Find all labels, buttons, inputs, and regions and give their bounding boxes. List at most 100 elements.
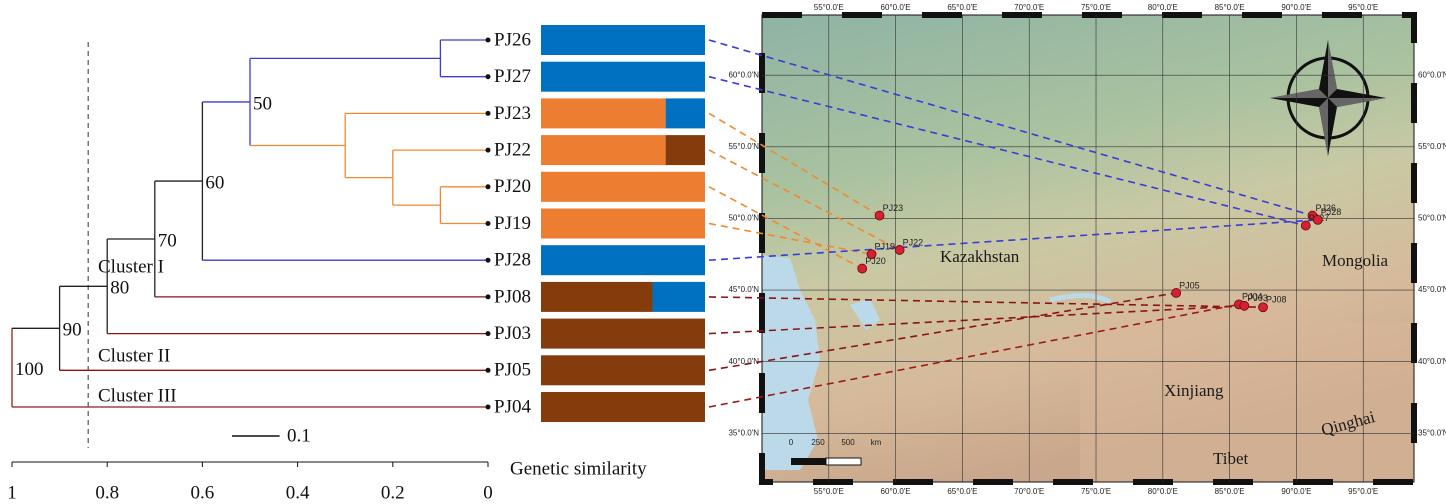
leaf-dot <box>486 258 491 263</box>
structure-bar <box>653 282 705 312</box>
site-label: PJ22 <box>903 237 924 247</box>
map <box>762 15 1414 482</box>
structure-bar <box>541 98 666 128</box>
x-tick-label: 90°0.0'E <box>1281 487 1311 496</box>
leaf-label: PJ27 <box>494 66 531 87</box>
scale-label: 500 <box>841 438 855 447</box>
region-label: Mongolia <box>1322 251 1389 270</box>
x-tick-label: 85°0.0'E <box>1215 487 1245 496</box>
node-label: 100 <box>15 359 44 380</box>
site-label: PJ20 <box>865 256 886 266</box>
scale-label: 0.1 <box>287 425 311 446</box>
leaf-dot <box>486 148 491 153</box>
y-tick-label: 55°0.0'N <box>1418 142 1446 151</box>
structure-bar <box>541 25 705 55</box>
axis-title: Genetic similarity <box>510 458 647 479</box>
leaf-dot <box>486 405 491 410</box>
structure-bar <box>541 135 666 165</box>
x-tick-label: 0.4 <box>286 482 310 503</box>
leaf-dot <box>486 368 491 373</box>
x-tick-label: 60°0.0'E <box>881 487 911 496</box>
leaf-dot <box>486 38 491 43</box>
region-label: Kazakhstan <box>940 247 1020 266</box>
y-tick-label: 60°0.0'N <box>728 70 759 79</box>
x-tick-label: 60°0.0'E <box>881 3 911 12</box>
leaf-dot <box>486 294 491 299</box>
cluster-label: Cluster II <box>98 345 170 366</box>
y-tick-label: 40°0.0'N <box>728 357 759 366</box>
site-label: PJ05 <box>1179 280 1200 290</box>
x-tick-label: 85°0.0'E <box>1215 3 1245 12</box>
node-label: 80 <box>110 278 129 299</box>
x-tick-label: 1 <box>7 482 17 503</box>
x-tick-label: 55°0.0'E <box>814 487 844 496</box>
x-tick-label: 70°0.0'E <box>1014 3 1044 12</box>
x-tick-label: 95°0.0'E <box>1348 3 1378 12</box>
site-label: PJ23 <box>883 203 904 213</box>
scale-label: km <box>871 438 882 447</box>
leaf-dot <box>486 184 491 189</box>
x-tick-label: 90°0.0'E <box>1281 3 1311 12</box>
leaf-label: PJ26 <box>494 29 531 50</box>
leaf-label: PJ20 <box>494 176 531 197</box>
leaf-dot <box>486 74 491 79</box>
structure-bar <box>541 209 705 239</box>
structure-bar <box>541 172 705 202</box>
y-tick-label: 35°0.0'N <box>1418 428 1446 437</box>
structure-bar <box>541 355 705 385</box>
structure-bar <box>541 392 705 422</box>
leaf-dot <box>486 221 491 226</box>
y-tick-label: 50°0.0'N <box>1418 214 1446 223</box>
scale-label: 250 <box>811 438 825 447</box>
cluster-label: Cluster I <box>98 256 164 277</box>
leaf-dot <box>486 331 491 336</box>
leaf-label: PJ19 <box>494 213 531 234</box>
x-tick-label: 0.8 <box>95 482 119 503</box>
structure-bar <box>541 282 653 312</box>
y-tick-label: 50°0.0'N <box>728 214 759 223</box>
x-tick-label: 80°0.0'E <box>1148 3 1178 12</box>
y-tick-label: 45°0.0'N <box>1418 285 1446 294</box>
x-tick-label: 0.2 <box>381 482 405 503</box>
x-tick-label: 65°0.0'E <box>947 3 977 12</box>
leaf-label: PJ08 <box>494 286 531 307</box>
structure-bar <box>666 98 705 128</box>
structure-bar <box>541 245 705 275</box>
leaf-label: PJ28 <box>494 250 531 271</box>
y-tick-label: 55°0.0'N <box>728 142 759 151</box>
leaf-label: PJ23 <box>494 103 531 124</box>
y-tick-label: 40°0.0'N <box>1418 357 1446 366</box>
x-tick-label: 80°0.0'E <box>1148 487 1178 496</box>
region-label: Tibet <box>1213 449 1249 468</box>
x-tick-label: 75°0.0'E <box>1081 3 1111 12</box>
node-label: 90 <box>63 320 82 341</box>
site-label: PJ08 <box>1266 295 1287 305</box>
x-tick-label: 0.6 <box>191 482 215 503</box>
node-label: 60 <box>205 172 224 193</box>
structure-bar <box>666 135 705 165</box>
figure: Genetic similarity 1 0.8 0.6 0.4 0.2 0 0.1 Clus… <box>0 0 1446 504</box>
leaf-label: PJ03 <box>494 323 531 344</box>
y-tick-label: 35°0.0'N <box>728 428 759 437</box>
leaf-label: PJ05 <box>494 360 531 381</box>
node-label: 50 <box>253 93 272 114</box>
x-tick-label: 70°0.0'E <box>1014 487 1044 496</box>
x-tick-label: 0 <box>483 482 493 503</box>
x-tick-label: 75°0.0'E <box>1081 487 1111 496</box>
x-tick-label: 55°0.0'E <box>814 3 844 12</box>
leaf-label: PJ04 <box>494 396 531 417</box>
y-tick-label: 45°0.0'N <box>728 285 759 294</box>
scale-bar <box>791 458 826 465</box>
leaf-label: PJ22 <box>494 139 531 160</box>
leaf-dot <box>486 111 491 116</box>
x-tick-label: 65°0.0'E <box>947 487 977 496</box>
scale-bar <box>826 458 861 465</box>
site-label: PJ03 <box>1247 293 1268 303</box>
site-label: PJ28 <box>1321 207 1342 217</box>
structure-bar <box>541 319 705 349</box>
y-tick-label: 60°0.0'N <box>1418 70 1446 79</box>
scale-label: 0 <box>789 438 794 447</box>
cluster-label: Cluster III <box>98 385 177 406</box>
node-label: 70 <box>158 230 177 251</box>
region-label: Xinjiang <box>1164 381 1224 400</box>
